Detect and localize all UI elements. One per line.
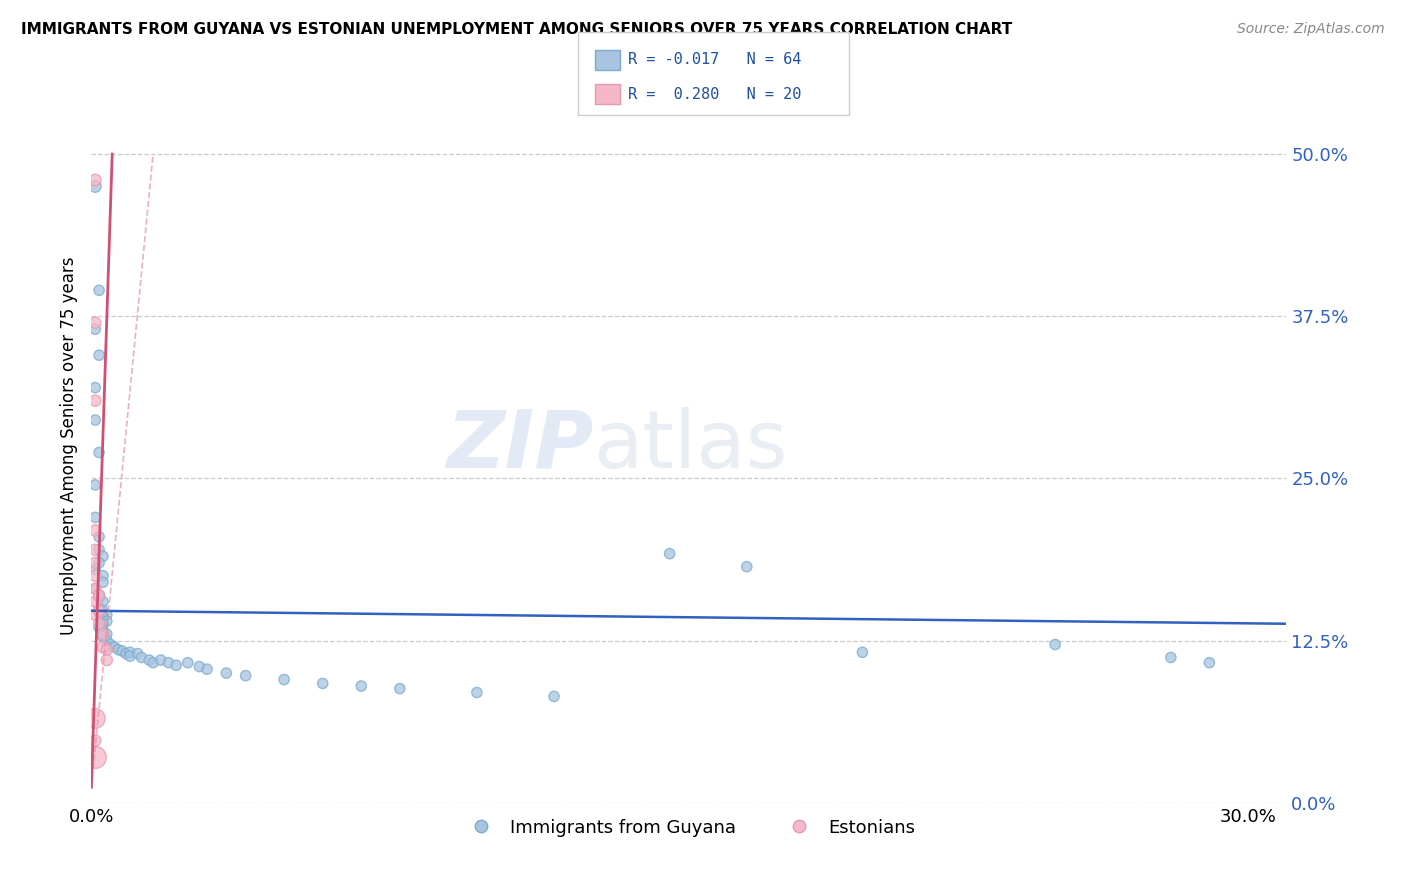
Point: [111, 644, 134, 658]
Point: [91, 624, 114, 638]
Point: [543, 690, 565, 704]
Point: [84, 542, 107, 557]
Point: [142, 656, 165, 670]
Point: [84, 733, 107, 747]
Point: [84, 381, 107, 395]
Point: [87, 588, 110, 602]
Point: [235, 668, 257, 682]
Point: [388, 681, 411, 696]
Point: [87, 556, 110, 570]
Point: [157, 656, 180, 670]
Point: [96, 642, 118, 657]
Point: [87, 591, 110, 605]
Point: [84, 393, 107, 408]
Point: [84, 173, 107, 187]
Point: [84, 510, 107, 524]
Point: [149, 653, 172, 667]
Point: [115, 647, 138, 661]
Point: [87, 348, 110, 362]
Text: IMMIGRANTS FROM GUYANA VS ESTONIAN UNEMPLOYMENT AMONG SENIORS OVER 75 YEARS CORR: IMMIGRANTS FROM GUYANA VS ESTONIAN UNEMP…: [21, 22, 1012, 37]
Point: [91, 627, 114, 641]
Point: [87, 445, 110, 459]
Point: [84, 562, 107, 576]
Point: [1198, 656, 1220, 670]
Point: [84, 322, 107, 336]
Point: [851, 645, 873, 659]
Point: [1043, 638, 1066, 652]
Point: [87, 542, 110, 557]
Point: [96, 627, 118, 641]
Point: [96, 614, 118, 628]
Legend: Immigrants from Guyana, Estonians: Immigrants from Guyana, Estonians: [456, 812, 922, 844]
Point: [84, 568, 107, 582]
Point: [91, 575, 114, 590]
Point: [84, 750, 107, 764]
Point: [87, 616, 110, 631]
Point: [84, 582, 107, 596]
Point: [91, 616, 114, 631]
Point: [91, 604, 114, 618]
Point: [84, 582, 107, 596]
Point: [658, 547, 681, 561]
Point: [465, 685, 488, 699]
Point: [215, 666, 238, 681]
Point: [84, 179, 107, 194]
Point: [84, 607, 107, 622]
Point: [350, 679, 373, 693]
Point: [96, 633, 118, 648]
Point: [96, 640, 118, 654]
Point: [84, 524, 107, 538]
Point: [91, 549, 114, 564]
Point: [91, 627, 114, 641]
Point: [84, 711, 107, 725]
Point: [91, 595, 114, 609]
Point: [91, 568, 114, 582]
Text: R = -0.017   N = 64: R = -0.017 N = 64: [628, 53, 801, 68]
Point: [84, 316, 107, 330]
Text: atlas: atlas: [593, 407, 787, 485]
Point: [87, 604, 110, 618]
Point: [165, 658, 187, 673]
Point: [96, 607, 118, 622]
Point: [87, 530, 110, 544]
Point: [188, 659, 211, 673]
Point: [96, 653, 118, 667]
Point: [84, 556, 107, 570]
Point: [312, 676, 335, 690]
Point: [118, 645, 141, 659]
Point: [87, 621, 110, 635]
Point: [131, 650, 153, 665]
Point: [195, 662, 218, 676]
Point: [91, 630, 114, 644]
Point: [103, 640, 125, 654]
Text: ZIP: ZIP: [446, 407, 593, 485]
Point: [87, 283, 110, 297]
Point: [91, 640, 114, 654]
Point: [107, 642, 129, 657]
Point: [1160, 650, 1182, 665]
Text: R =  0.280   N = 20: R = 0.280 N = 20: [628, 87, 801, 102]
Point: [735, 559, 758, 574]
Point: [87, 601, 110, 615]
Point: [84, 478, 107, 492]
Point: [100, 638, 122, 652]
Point: [273, 673, 295, 687]
Point: [91, 610, 114, 624]
Point: [127, 647, 149, 661]
Y-axis label: Unemployment Among Seniors over 75 years: Unemployment Among Seniors over 75 years: [59, 257, 77, 635]
Point: [118, 649, 141, 664]
Point: [84, 413, 107, 427]
Point: [138, 653, 160, 667]
Point: [177, 656, 200, 670]
Text: Source: ZipAtlas.com: Source: ZipAtlas.com: [1237, 22, 1385, 37]
Point: [87, 588, 110, 602]
Point: [84, 595, 107, 609]
